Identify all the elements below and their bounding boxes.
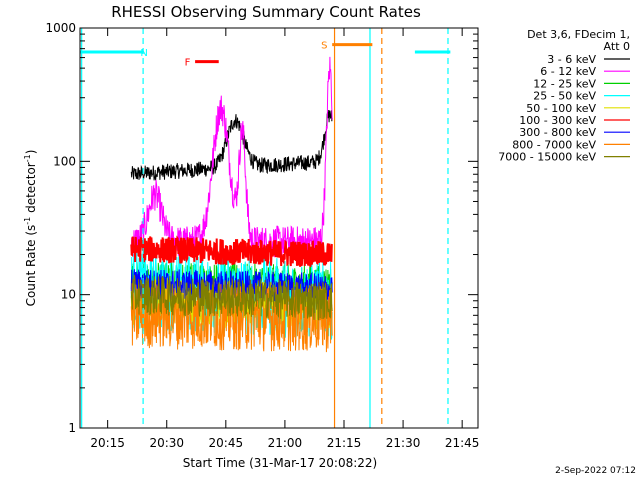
legend-header-line2: Att 0 xyxy=(604,40,630,53)
y-axis-label: Count Rate (s-1 detector-1) xyxy=(23,150,38,307)
legend-label-6: 300 - 800 keV xyxy=(519,126,596,139)
chart-title: RHESSI Observing Summary Count Rates xyxy=(111,3,421,21)
y-tick-label-0: 1 xyxy=(68,421,76,435)
legend-label-1: 6 - 12 keV xyxy=(540,65,596,78)
series-line-8 xyxy=(130,274,333,321)
legend-label-3: 25 - 50 keV xyxy=(533,90,596,103)
x-axis-label: Start Time (31-Mar-17 20:08:22) xyxy=(183,456,377,470)
x-tick-label-6: 21:45 xyxy=(445,436,480,450)
legend-header-line1: Det 3,6, FDecim 1, xyxy=(527,28,630,41)
legend-label-4: 50 - 100 keV xyxy=(526,102,596,115)
footer-date: 2-Sep-2022 07:12 xyxy=(555,466,636,476)
series-line-1 xyxy=(130,56,333,258)
axis-ticks: 20:15 20:30 20:45 21:00 21:15 21:30 21:45 1 10 10… xyxy=(45,21,479,450)
legend-label-2: 12 - 25 keV xyxy=(533,77,596,90)
plot-frame xyxy=(79,27,479,429)
series-line-5 xyxy=(130,235,334,268)
y-tick-label-3: 1000 xyxy=(45,21,76,35)
x-tick-label-1: 20:30 xyxy=(149,436,184,450)
flag-label-3: S xyxy=(321,41,327,52)
y-tick-label-2: 100 xyxy=(53,154,76,168)
flag-label-2: F xyxy=(185,58,191,69)
x-tick-label-2: 20:45 xyxy=(209,436,244,450)
legend-label-5: 100 - 300 keV xyxy=(519,114,596,127)
y-tick-label-1: 10 xyxy=(61,288,76,302)
legend-label-8: 7000 - 15000 keV xyxy=(498,151,596,164)
flag-label-0: N xyxy=(140,48,147,59)
x-tick-label-4: 21:15 xyxy=(327,436,362,450)
legend-label-7: 800 - 7000 keV xyxy=(512,138,596,151)
x-tick-label-3: 21:00 xyxy=(268,436,303,450)
series-line-0 xyxy=(130,109,333,181)
x-tick-label-5: 21:30 xyxy=(386,436,421,450)
plot-area: N F S xyxy=(80,28,451,428)
legend-label-0: 3 - 6 keV xyxy=(547,53,596,66)
x-tick-label-0: 20:15 xyxy=(90,436,125,450)
